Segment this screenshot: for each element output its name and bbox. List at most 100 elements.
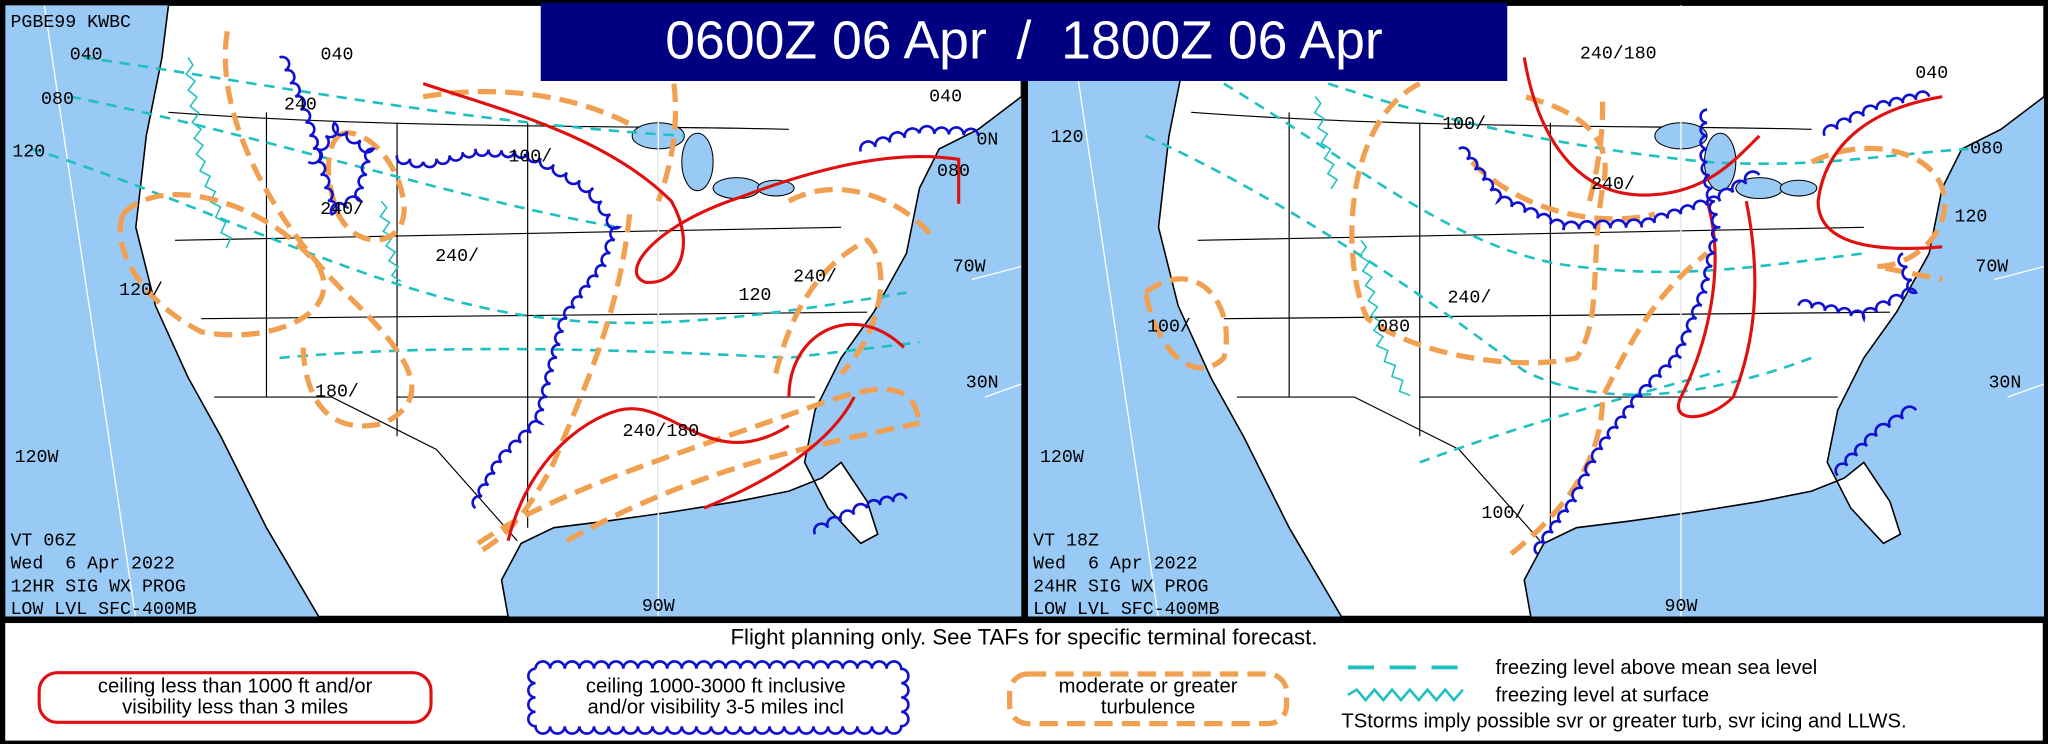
map-label: 90W [642, 597, 675, 617]
disclaimer: Flight planning only. See TAFs for speci… [731, 625, 1318, 650]
turbulence-label: turbulence [1101, 696, 1195, 718]
freezing-level-msl [1327, 82, 1969, 166]
meridian [1994, 265, 2045, 281]
lake [681, 132, 714, 192]
mvfr-area [812, 492, 908, 535]
valid-time: VT 18Z [1033, 532, 1099, 552]
map-label: 120 [1954, 208, 1987, 228]
valid-time: LOW LVL SFC-400MB [1033, 600, 1219, 620]
turbulence-label: moderate or greater [1059, 675, 1238, 697]
ifr-area [1677, 200, 1757, 419]
map-label: 040 [929, 87, 962, 107]
border [214, 396, 518, 542]
map-label: 240/180 [623, 422, 700, 442]
ifr-label: ceiling less than 1000 ft and/or [98, 675, 373, 697]
map-label: 040 [1915, 64, 1948, 84]
mvfr-area [859, 124, 980, 152]
legend: Flight planning only. See TAFs for speci… [5, 623, 2043, 741]
freezing-sfc-swatch [1347, 687, 1464, 703]
turbulence-area [773, 237, 884, 376]
ifr-area [1522, 57, 1761, 197]
map-label: 240/ [1447, 289, 1491, 309]
valid-time: Wed 6 Apr 2022 [10, 554, 174, 574]
freezing-level-msl [1144, 134, 1813, 396]
freezing-level-msl [1419, 369, 1721, 464]
map-label: 240/ [1591, 175, 1635, 195]
turbulence-area [474, 213, 633, 557]
title: 0600Z 06 Apr / 1800Z 06 Apr [665, 12, 1382, 71]
ifr-area [1816, 95, 1943, 251]
mvfr-area [279, 55, 376, 216]
ifr-area [422, 82, 961, 284]
turbulence-area [222, 30, 415, 429]
map-label: 240/ [793, 268, 837, 288]
map-label: 120 [738, 286, 771, 306]
freezing-level-msl [70, 95, 620, 229]
mvfr-area [1533, 108, 1721, 555]
map-label: 080 [1970, 140, 2003, 160]
freezing-level-msl [83, 56, 685, 138]
meridian [43, 5, 137, 617]
map-label: 70W [953, 257, 986, 277]
map-label: 100/ [508, 148, 552, 168]
map-label: 100/ [1147, 317, 1191, 337]
ifr-area [787, 322, 905, 398]
mvfr-area [1822, 90, 1931, 137]
map-label: 040 [321, 46, 354, 66]
freezing-level-msl [30, 147, 907, 325]
map-label: 040 [70, 46, 103, 66]
tstorms-note: TStorms imply possible svr or greater tu… [1341, 711, 1906, 733]
lake [1779, 179, 1818, 197]
freezing-level-msl [279, 340, 920, 360]
map-label: 080 [41, 90, 74, 110]
freezing-level-msl [1223, 82, 1864, 274]
turbulence-area [655, 30, 679, 203]
map-label: 120 [1051, 128, 1084, 148]
mvfr-area [1458, 146, 1761, 231]
map-label: 0N [976, 131, 998, 151]
freezing-level-sfc [1313, 96, 1339, 190]
product-id: PGBE99 KWBC [10, 13, 131, 33]
state-line [1197, 226, 1864, 241]
map-label: 120W [15, 448, 59, 468]
valid-time: VT 06Z [10, 532, 76, 552]
turbulence-area [1587, 96, 1606, 202]
map-label: 080 [1377, 317, 1410, 337]
ifr-label: visibility less than 3 miles [122, 696, 348, 718]
lake [757, 179, 795, 197]
freezing-level-sfc [379, 200, 402, 283]
mvfr-swatch [527, 660, 910, 735]
valid-time: Wed 6 Apr 2022 [1033, 554, 1197, 574]
turbulence-swatch [1007, 671, 1290, 727]
turbulence-area [1142, 276, 1229, 371]
valid-time: 12HR SIG WX PROG [10, 577, 185, 597]
lake [712, 177, 761, 200]
valid-time: LOW LVL SFC-400MB [10, 600, 196, 620]
turbulence-area [1470, 160, 1656, 222]
turbulence-area [1810, 145, 1948, 283]
meridian [984, 383, 1022, 398]
land [135, 5, 1022, 617]
turbulence-area [476, 386, 923, 546]
turbulence-area [325, 130, 407, 243]
mvfr-area [1797, 252, 1918, 323]
freezing-level-sfc [185, 57, 232, 249]
map-label: 70W [1975, 257, 2008, 277]
mvfr-label: ceiling 1000-3000 ft inclusive [586, 675, 846, 697]
map-label: 240 [284, 95, 317, 115]
title-box [540, 2, 1508, 81]
meridian [1066, 5, 1159, 617]
map-label: 240/180 [1580, 44, 1657, 64]
ifr-area [703, 396, 856, 510]
map-label: 120 [12, 142, 45, 162]
map-label: 240/ [320, 200, 364, 220]
freezing-sfc-label: freezing level at surface [1496, 685, 1710, 707]
map-label: 120/ [119, 281, 163, 301]
freezing-level-sfc [1358, 239, 1411, 397]
turbulence-area [1349, 81, 1608, 366]
map-panel-06z: 040 080 120 040 240 100/040 0N 080 240/240/120/1… [5, 5, 1022, 620]
turbulence-area [787, 186, 938, 242]
map-label: 100/ [1442, 115, 1486, 135]
